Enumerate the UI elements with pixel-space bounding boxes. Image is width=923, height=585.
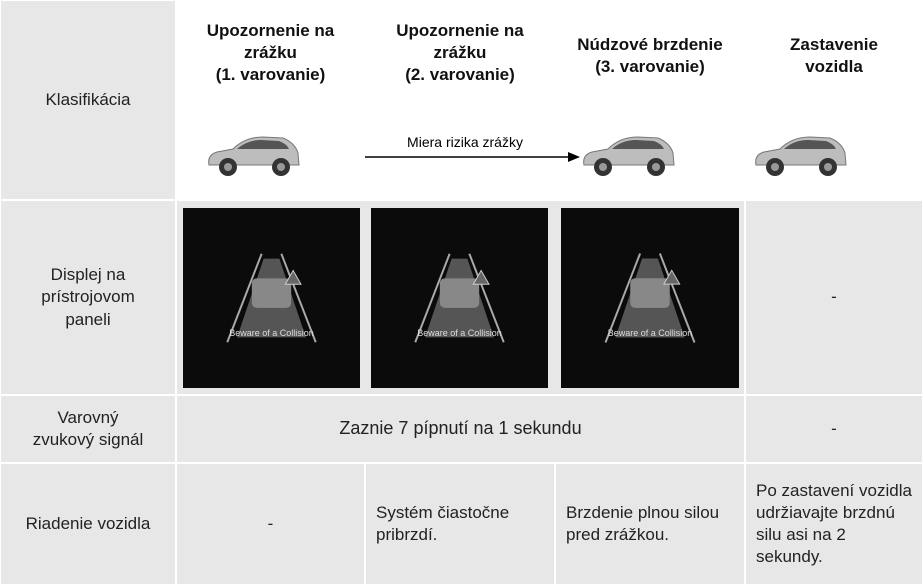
car-icon	[578, 125, 678, 185]
header-bg	[176, 0, 923, 200]
cell: -	[176, 463, 365, 585]
cell: Zaznie 7 pípnutí na 1 sekundu	[176, 395, 745, 463]
screen-text: Beware of a Collision	[229, 328, 314, 338]
arrow-label: Miera rizika zrážky	[407, 134, 523, 150]
car-icon	[750, 125, 850, 185]
row-label: Riadenie vozidla	[0, 463, 176, 585]
column-title: Upozornenie na zrážku (1. varovanie)	[206, 21, 335, 85]
row-label: Displej na prístrojovom paneli	[0, 200, 176, 395]
cell: Brzdenie plnou silou pred zrážkou.	[555, 463, 745, 585]
arrow	[365, 152, 580, 162]
row-label: Varovný zvukový signál	[0, 395, 176, 463]
cell: Po zastavení vozidla udržiavajte brzdnú …	[745, 463, 923, 585]
column-title: Núdzové brzdenie (3. varovanie)	[577, 35, 723, 77]
cell: -	[745, 200, 923, 395]
display-screen: Beware of a Collision	[561, 208, 739, 388]
cell: Systém čiastočne pribrzdí.	[365, 463, 555, 585]
screen-text: Beware of a Collision	[607, 328, 693, 338]
column-title: Zastavenie vozidla	[790, 35, 878, 77]
display-screen: Beware of a Collision	[183, 208, 360, 388]
screen-text: Beware of a Collision	[417, 328, 502, 338]
column-title: Upozornenie na zrážku (2. varovanie)	[396, 21, 524, 85]
car-icon	[203, 125, 303, 185]
row-label: Klasifikácia	[0, 0, 176, 200]
cell: -	[745, 395, 923, 463]
display-screen: Beware of a Collision	[371, 208, 548, 388]
